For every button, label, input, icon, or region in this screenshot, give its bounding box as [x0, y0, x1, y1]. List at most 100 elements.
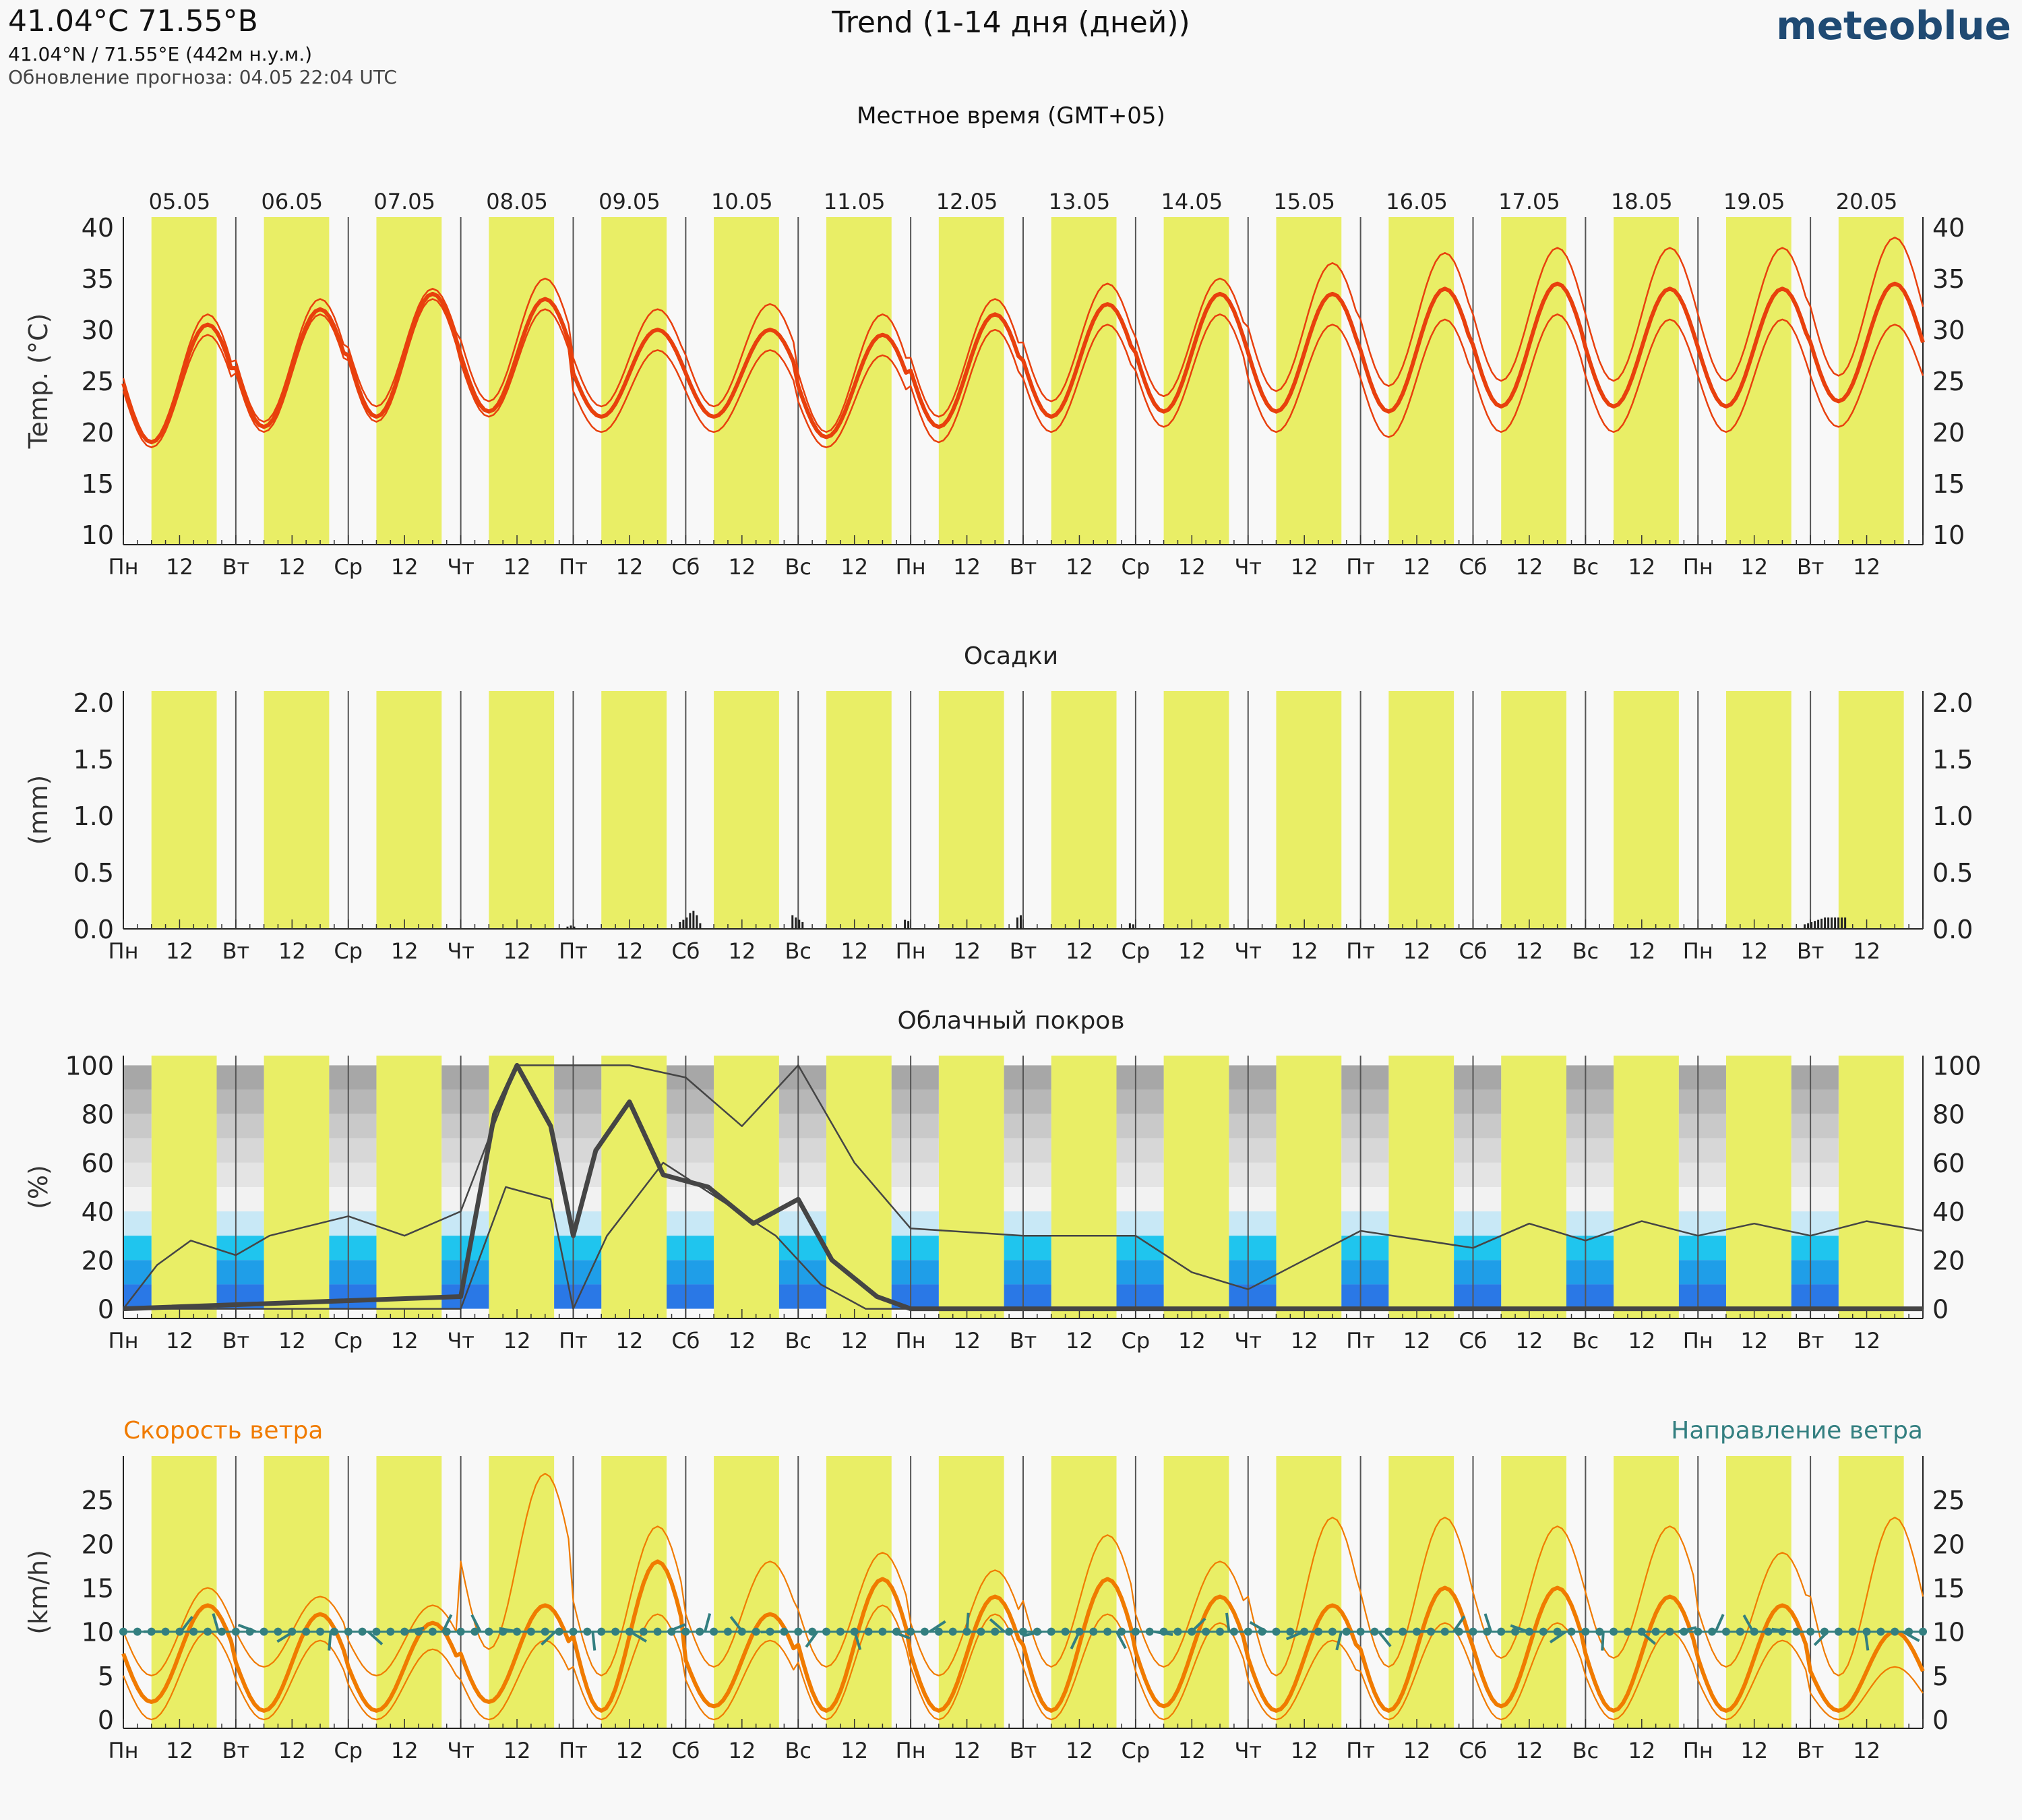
noon-label: 12: [391, 1328, 419, 1354]
noon-label: 12: [1740, 1738, 1768, 1763]
weekday-label: Пн: [896, 938, 926, 964]
y-tick-label: 0: [98, 1295, 114, 1325]
date-label: 18.05: [1611, 189, 1673, 214]
weekday-label: Сб: [1459, 1328, 1487, 1354]
weekday-label: Чт: [1234, 1328, 1262, 1354]
wind-direction-arrow: [1022, 1630, 1043, 1637]
weekday-label: Сб: [671, 1328, 700, 1354]
weekday-label: Чт: [1234, 938, 1262, 964]
weekday-label: Пт: [1346, 1738, 1375, 1763]
daylight-band: [1276, 691, 1342, 929]
cloud-level-band: [1791, 1260, 1839, 1285]
cloud_cover-title: Облачный покров: [897, 1007, 1124, 1035]
y-tick-label: 0: [1932, 1705, 1949, 1735]
weekday-label: Пн: [896, 1328, 926, 1354]
noon-label: 12: [1178, 554, 1206, 580]
wind-direction-arrow: [929, 1620, 946, 1633]
daylight-band: [1163, 1456, 1229, 1728]
daylight-band: [1276, 1456, 1342, 1728]
wind-direction-arrow: [853, 1631, 862, 1651]
wind-direction-arrow: [1510, 1624, 1529, 1633]
date-label: 07.05: [373, 189, 435, 214]
daylight-band: [826, 1456, 892, 1728]
daylight-band: [938, 691, 1004, 929]
daylight-band: [1725, 217, 1791, 545]
cloud-level-band: [1116, 1065, 1164, 1090]
weekday-label: Сб: [1459, 938, 1487, 964]
date-label: 05.05: [149, 189, 211, 214]
cloud-level-band: [1454, 1284, 1502, 1309]
weekday-label: Чт: [447, 554, 474, 580]
cloud-level-band: [329, 1284, 377, 1309]
daylight-band: [376, 1456, 442, 1728]
y-tick-label: 35: [1932, 264, 1965, 294]
cloud-level-band: [554, 1114, 602, 1139]
y-tick-label: 100: [1932, 1051, 1982, 1081]
noon-label: 12: [1853, 554, 1880, 580]
chart-title: Trend (1-14 дня (дней)): [832, 5, 1190, 40]
cloud-level-band: [891, 1089, 939, 1114]
y-tick-label: 40: [1932, 213, 1965, 243]
wind-direction-arrow: [237, 1623, 257, 1633]
wind-direction-arrow: [1813, 1631, 1829, 1646]
noon-label: 12: [1178, 1328, 1206, 1354]
noon-label: 12: [503, 1738, 531, 1763]
cloud-level-band: [1004, 1260, 1051, 1285]
wind-direction-arrow: [1601, 1631, 1605, 1651]
weekday-label: Чт: [1234, 1738, 1262, 1763]
cloud-level-band: [123, 1260, 152, 1285]
daylight-band: [264, 1056, 330, 1318]
precip-bar: [1810, 921, 1813, 929]
precip-bar: [685, 917, 688, 929]
precip-bar: [1814, 921, 1816, 929]
weekday-label: Вт: [1010, 1328, 1037, 1354]
date-label: 06.05: [262, 189, 324, 214]
wind-direction-arrow: [367, 1631, 384, 1645]
daylight-band: [1388, 691, 1454, 929]
y-tick-label: 60: [82, 1149, 114, 1178]
cloud-level-band: [329, 1236, 377, 1261]
daylight-band: [489, 1456, 555, 1728]
daylight-band: [826, 1056, 892, 1318]
precip-bar: [1016, 917, 1018, 929]
cloud-level-band: [441, 1114, 489, 1139]
weekday-label: Вс: [785, 938, 811, 964]
daylight-band: [1501, 1056, 1567, 1318]
wind-direction-arrow: [1483, 1613, 1493, 1633]
weekday-label: Сб: [1459, 1738, 1487, 1763]
cloud-level-band: [1116, 1162, 1164, 1187]
cloud-level-band: [1678, 1065, 1726, 1090]
cloud-level-band: [216, 1187, 264, 1212]
y-tick-label: 20: [1932, 418, 1965, 448]
y-tick-label: 35: [82, 264, 114, 294]
wind-direction-arrow: [1771, 1627, 1791, 1633]
cloud-level-band: [891, 1187, 939, 1212]
cloud-level-band: [1229, 1211, 1277, 1236]
y-tick-label: 2.0: [73, 688, 114, 718]
cloud_cover-ylabel: (%): [24, 1165, 53, 1209]
wind-direction-arrow: [328, 1631, 332, 1651]
noon-label: 12: [391, 1738, 419, 1763]
cloud-level-band: [1678, 1260, 1726, 1285]
weekday-label: Сб: [671, 1738, 700, 1763]
cloud-level-band: [123, 1211, 152, 1236]
y-tick-label: 20: [82, 418, 114, 448]
daylight-band: [264, 691, 330, 929]
noon-label: 12: [616, 1328, 644, 1354]
weekday-label: Сб: [1459, 554, 1487, 580]
cloud-level-band: [1229, 1284, 1277, 1309]
cloud-level-band: [1791, 1114, 1839, 1139]
noon-label: 12: [391, 554, 419, 580]
cloud-level-band: [329, 1187, 377, 1212]
brand-logo[interactable]: meteoblue: [1776, 3, 2011, 49]
cloud-level-band: [1566, 1211, 1614, 1236]
cloud-level-band: [329, 1138, 377, 1163]
cloud-level-band: [778, 1114, 826, 1139]
precip-bar: [689, 913, 692, 929]
y-tick-label: 1.0: [1932, 801, 1973, 831]
weekday-label: Чт: [447, 938, 474, 964]
precip-bar: [1807, 923, 1810, 929]
precip-bar: [1837, 917, 1840, 929]
noon-label: 12: [1403, 554, 1431, 580]
cloud-level-band: [1791, 1089, 1839, 1114]
